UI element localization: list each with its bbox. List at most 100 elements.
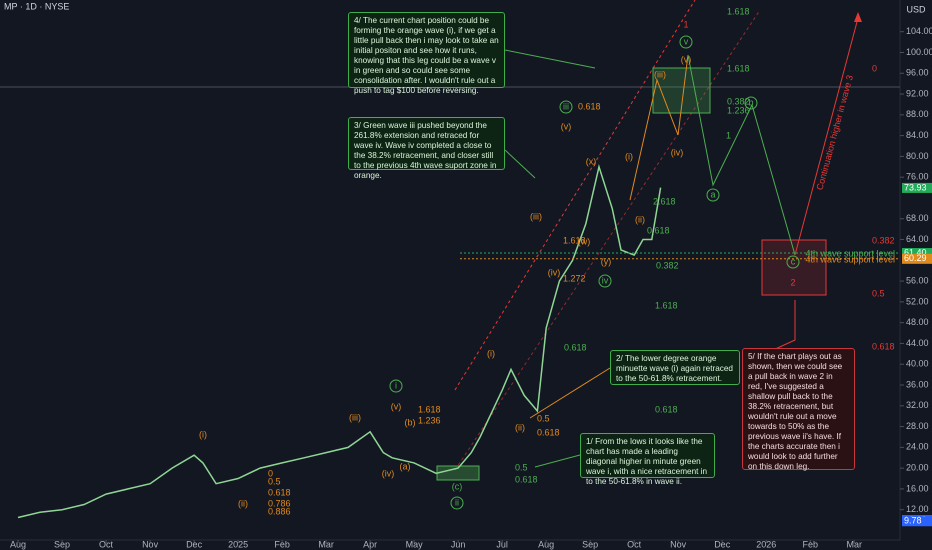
channel-line — [454, 0, 696, 391]
wave-label: (v) — [561, 121, 572, 131]
price-tag-label: 73.93 — [904, 182, 927, 192]
connector — [504, 149, 536, 179]
x-tick-label: Jun — [451, 539, 466, 549]
wave-label: (y) — [601, 256, 612, 266]
y-tick-label: 52.00 — [906, 296, 929, 306]
fib-label: 1.618 — [418, 404, 441, 414]
fib-label: 1 — [726, 130, 731, 140]
price-tag — [902, 253, 932, 264]
x-tick-label: Mar — [318, 539, 334, 549]
annotation: 5/ If the chart plays out as shown, then… — [742, 348, 855, 471]
wave-circle — [786, 255, 800, 269]
wave-label: iii — [563, 101, 569, 111]
support-label: 4th wave support level — [805, 254, 895, 264]
y-tick-label: 28.00 — [906, 421, 929, 431]
wave-label: (v) — [681, 54, 692, 64]
y-tick-label: 20.00 — [906, 463, 929, 473]
wave-label: (v) — [391, 401, 402, 411]
wave-label: (ii) — [238, 498, 248, 508]
price-axis-bg — [900, 0, 932, 550]
wave-label: (b) — [405, 417, 416, 427]
fib-label: 0.618 — [578, 101, 601, 111]
wave-circle — [450, 496, 464, 510]
wave-circle — [744, 96, 758, 110]
projection-label: Continuation higher in wave 3 — [815, 74, 855, 191]
projection-orange — [629, 54, 689, 201]
fib-label: 0.382 — [872, 235, 895, 245]
connector — [534, 454, 581, 468]
fib-label: 1.618 — [655, 300, 678, 310]
fib-label: 0.618 — [872, 341, 895, 351]
fib-label: 1.236 — [727, 105, 750, 115]
ticker: MP · 1D · NYSE — [4, 1, 69, 11]
wave-label: ii — [455, 497, 459, 507]
price-line — [17, 163, 662, 519]
y-tick-label: 64.00 — [906, 234, 929, 244]
projection-green — [687, 54, 796, 256]
x-tick-label: Aug — [10, 539, 26, 549]
annotation: 1/ From the lows it looks like the chart… — [580, 433, 715, 486]
price-tag-label: 9.78 — [904, 516, 922, 526]
x-tick-label: Aug — [538, 539, 554, 549]
y-tick-label: 76.00 — [906, 172, 929, 182]
fib-label: 1.618 — [727, 6, 750, 16]
fib-label: 0.618 — [564, 342, 587, 352]
fib-label: 0.618 — [515, 474, 538, 484]
fib-label: 0.618 — [537, 427, 560, 437]
fib-label: 0 — [872, 63, 877, 73]
y-tick-label: 84.00 — [906, 130, 929, 140]
wave-circle — [389, 379, 403, 393]
price-tag — [902, 516, 932, 527]
wave-label: a — [710, 189, 715, 199]
y-tick-label: 40.00 — [906, 359, 929, 369]
wave-label: (ii) — [515, 422, 525, 432]
fib-label: 0.5 — [537, 413, 550, 423]
price-tag — [902, 182, 932, 193]
fib-label: 1.272 — [563, 273, 586, 283]
price-tag — [902, 248, 932, 259]
annotation: 4/ The current chart position could be f… — [348, 12, 505, 95]
wave-label: i — [395, 380, 397, 390]
fib-label: 1.236 — [418, 415, 441, 425]
wave-label: 2 — [790, 277, 795, 287]
x-tick-label: Mar — [846, 539, 862, 549]
fib-label: 0 — [268, 468, 273, 478]
x-tick-label: 2025 — [228, 539, 248, 549]
y-tick-label: 92.00 — [906, 88, 929, 98]
x-tick-label: Oct — [99, 539, 114, 549]
y-tick-label: 48.00 — [906, 317, 929, 327]
x-tick-label: Sep — [582, 539, 598, 549]
y-tick-label: 32.00 — [906, 400, 929, 410]
wave-label: (a) — [400, 461, 411, 471]
x-tick-label: Oct — [627, 539, 642, 549]
wave-label: iv — [602, 275, 609, 285]
wave-label: (i) — [625, 151, 633, 161]
y-tick-label: 24.00 — [906, 442, 929, 452]
wave-label: (iii) — [349, 412, 361, 422]
fib-label: 0.618 — [655, 404, 678, 414]
wave-label: 1 — [683, 19, 688, 29]
wave-circle — [559, 100, 573, 114]
y-tick-label: 80.00 — [906, 151, 929, 161]
x-tick-label: Nov — [670, 539, 687, 549]
currency: USD — [906, 4, 926, 14]
x-tick-label: Dec — [186, 539, 203, 549]
y-tick-label: 16.00 — [906, 483, 929, 493]
arrow-head — [854, 12, 862, 22]
x-tick-label: Jul — [496, 539, 508, 549]
x-tick-label: Dec — [714, 539, 731, 549]
wave-label: (iv) — [548, 267, 561, 277]
wave-label: c — [791, 256, 796, 266]
fib-label: 0.5 — [872, 288, 885, 298]
wave-label: (i) — [199, 429, 207, 439]
wave-label: (iv) — [671, 147, 684, 157]
wave-label: (w) — [578, 236, 591, 246]
fib-label: 0.5 — [268, 476, 281, 486]
connector — [504, 49, 596, 69]
y-tick-label: 56.00 — [906, 275, 929, 285]
y-tick-label: 36.00 — [906, 379, 929, 389]
fib-label: 0.5 — [515, 462, 528, 472]
wave-circle — [598, 274, 612, 288]
